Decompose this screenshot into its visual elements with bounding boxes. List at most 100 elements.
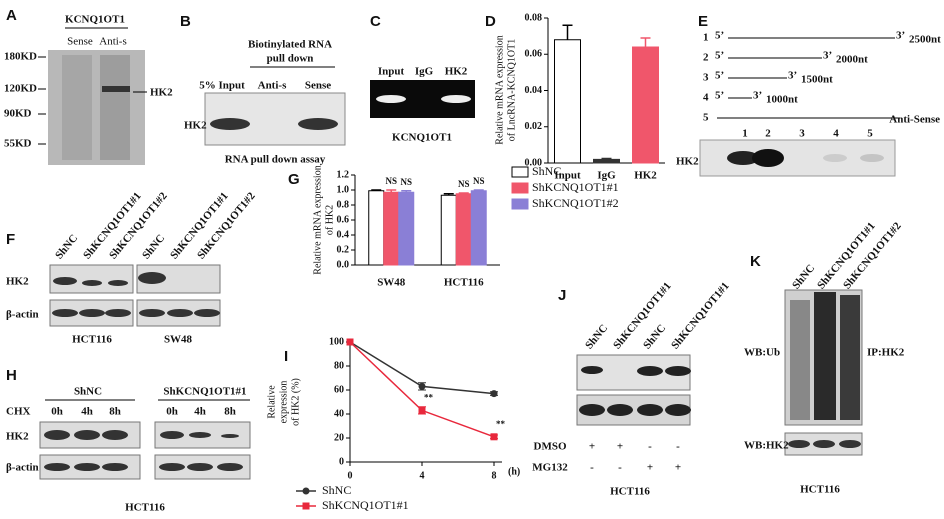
column-label: 5% Input [199, 80, 245, 92]
legend-label: ShKCNQ1OT1#1 [532, 180, 619, 194]
sign: - [618, 462, 622, 474]
column-label: IgG [415, 66, 434, 78]
construct-num: 5 [703, 112, 709, 124]
time-label: 8h [109, 406, 121, 418]
bar [455, 193, 472, 266]
error-bar [562, 24, 573, 40]
column-label: ShNC [790, 262, 817, 291]
panel-letter: K [750, 253, 761, 270]
panel-letter: A [6, 7, 17, 24]
constructs: 1 5’ 3’ 2500nt 2 5’ 3’ 2000nt 3 5’ 3’ 1500nt 4 5’ 3’ 10… [703, 30, 941, 140]
y-axis-label: Relative mRNA expression [312, 165, 323, 274]
y-axis-label: of HK2 (%) [290, 378, 301, 426]
point [418, 382, 426, 390]
panel-letter: H [6, 367, 17, 384]
blot-band [860, 154, 884, 162]
row-label: HK2 [184, 120, 207, 132]
y-tick-label: 0.0 [337, 259, 350, 270]
y-tick-label: 80 [334, 360, 344, 371]
panel-letter: E [698, 13, 708, 30]
legend-swatch [511, 198, 529, 210]
time-label: 4h [194, 406, 206, 418]
error-bar [640, 37, 651, 47]
column-label: Sense [67, 36, 93, 48]
caption: HCT116 [610, 486, 650, 498]
y-tick-label: 20 [334, 432, 344, 443]
caption: RNA pull down assay [225, 154, 326, 166]
y-tick-label: 40 [334, 408, 344, 419]
sign: - [590, 462, 594, 474]
sign: - [648, 441, 652, 453]
y-axis-label: of LncRNA-KCNQ1OT1 [506, 39, 517, 142]
panel-letter: D [485, 13, 496, 30]
column-label: Anti-s [99, 36, 127, 48]
construct-end: 3’ [823, 50, 832, 62]
band-label: HK2 [150, 87, 173, 99]
blot-bands [52, 272, 220, 317]
bar [383, 191, 400, 266]
blot-label: IP:HK2 [867, 347, 905, 359]
y-tick-label: 0.08 [525, 12, 543, 23]
blot-lane [100, 55, 130, 160]
x-tick-label: Input [554, 170, 581, 182]
construct-num: 2 [703, 52, 709, 64]
bar [554, 39, 581, 164]
sign: + [647, 462, 653, 474]
column-label: ShKCNQ1OT1#1 [669, 280, 732, 351]
x-tick-label: SW48 [377, 277, 406, 289]
column-label: ShNC [641, 322, 668, 351]
y-tick-label: 0.2 [337, 244, 350, 255]
blot-band [210, 118, 250, 130]
blot-smear [790, 300, 810, 420]
y-tick-label: 0.02 [525, 121, 543, 132]
construct-end: 3’ [753, 90, 762, 102]
data-label: NS [385, 176, 397, 186]
y-tick-label: 0.4 [337, 229, 350, 240]
panel-letter: C [370, 13, 381, 30]
row-label: β-actin [6, 309, 39, 321]
blot-label: WB:Ub [744, 347, 780, 359]
construct-length: 2000nt [836, 54, 868, 66]
column-label: ShNC [583, 322, 610, 351]
data-label: ** [424, 392, 434, 402]
x-tick-label: 8 [492, 470, 497, 481]
y-tick-label: 0.06 [525, 49, 543, 60]
time-label: 4h [81, 406, 93, 418]
legend-label: ShKCNQ1OT1#1 [322, 498, 409, 512]
blot-bands [44, 430, 243, 471]
x-tick-label: IgG [597, 170, 616, 182]
blot-bands [579, 366, 691, 416]
y-tick-label: 0.8 [337, 199, 350, 210]
gel-band [376, 95, 406, 103]
legend-marker [302, 502, 310, 510]
construct-end: 3’ [896, 30, 905, 42]
lane-label: 5 [867, 128, 873, 140]
x-axis-label: (h) [508, 466, 520, 477]
y-tick-label: 100 [329, 336, 344, 347]
column-label: ShNC [140, 232, 167, 261]
blot-smear [840, 295, 860, 420]
group-label: ShKCNQ1OT1#1 [163, 386, 246, 398]
blot-bands [788, 440, 861, 448]
construct-num: 1 [703, 32, 709, 44]
time-labels: 0h 4h 8h 0h 4h 8h [51, 406, 236, 418]
blot-smear [814, 292, 836, 420]
marker-label: 180KD [4, 51, 37, 63]
blot-band [823, 154, 847, 162]
time-label: 8h [224, 406, 236, 418]
caption: HCT116 [800, 484, 840, 496]
column-label: Input [378, 66, 405, 78]
bar [470, 190, 487, 266]
construct-length: 1500nt [801, 74, 833, 86]
legend-label: ShNC [322, 483, 351, 497]
construct-end: 3’ [788, 70, 797, 82]
panel-title: KCNQ1OT1 [65, 14, 125, 26]
construct-num: 3 [703, 72, 709, 84]
lane-label: 1 [742, 128, 748, 140]
sign: - [676, 441, 680, 453]
y-axis-label: expression [278, 381, 289, 424]
x-tick-label: 0 [348, 470, 353, 481]
